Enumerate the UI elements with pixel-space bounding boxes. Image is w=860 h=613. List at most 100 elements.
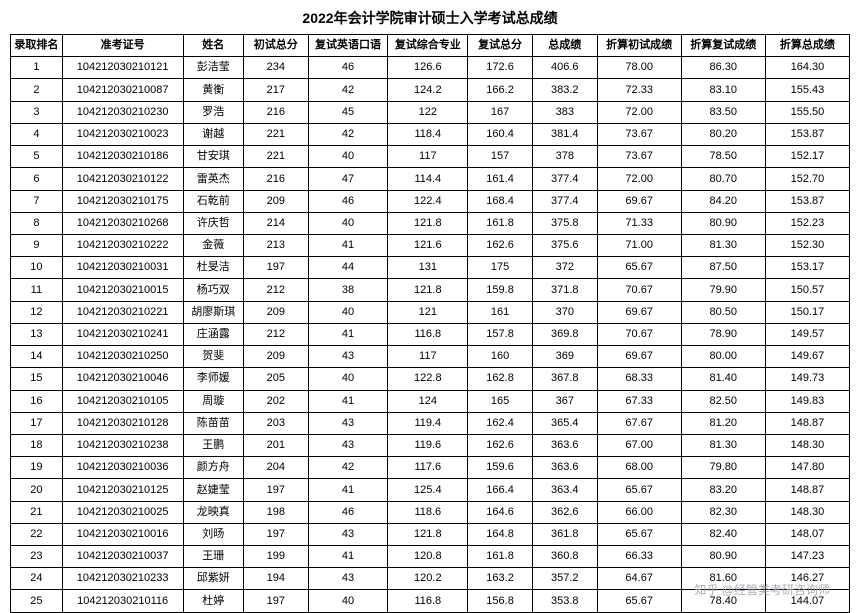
cell-value: 40 [308, 301, 388, 323]
cell-value: 117.6 [388, 457, 468, 479]
cell-name: 谢越 [183, 123, 243, 145]
cell-value: 162.4 [468, 412, 533, 434]
cell-value: 116.8 [388, 323, 468, 345]
col-wtotal: 折算总成绩 [765, 35, 849, 57]
cell-value: 70.67 [597, 323, 681, 345]
cell-value: 126.6 [388, 57, 468, 79]
table-row: 2104212030210087黄衡21742124.2166.2383.272… [11, 79, 850, 101]
cell-name: 石乾前 [183, 190, 243, 212]
cell-value: 82.40 [681, 523, 765, 545]
cell-value: 44 [308, 257, 388, 279]
cell-value: 221 [243, 146, 308, 168]
cell-value: 40 [308, 146, 388, 168]
table-row: 11104212030210015杨巧双21238121.8159.8371.8… [11, 279, 850, 301]
cell-name: 杜旻洁 [183, 257, 243, 279]
col-prelim: 初试总分 [243, 35, 308, 57]
cell-value: 40 [308, 212, 388, 234]
cell-value: 164.8 [468, 523, 533, 545]
cell-value: 144.07 [765, 590, 849, 612]
cell-value: 131 [388, 257, 468, 279]
cell-name: 胡廖斯琪 [183, 301, 243, 323]
cell-value: 41 [308, 390, 388, 412]
cell-examid: 104212030210122 [62, 168, 183, 190]
cell-value: 81.30 [681, 234, 765, 256]
cell-value: 116.8 [388, 590, 468, 612]
cell-value: 152.23 [765, 212, 849, 234]
cell-value: 161 [468, 301, 533, 323]
cell-value: 197 [243, 257, 308, 279]
cell-rank: 6 [11, 168, 63, 190]
table-row: 12104212030210221胡廖斯琪2094012116137069.67… [11, 301, 850, 323]
table-row: 20104212030210125赵婕莹19741125.4166.4363.4… [11, 479, 850, 501]
cell-value: 214 [243, 212, 308, 234]
cell-value: 166.4 [468, 479, 533, 501]
cell-value: 148.87 [765, 412, 849, 434]
cell-value: 357.2 [532, 568, 597, 590]
cell-examid: 104212030210250 [62, 346, 183, 368]
cell-value: 82.50 [681, 390, 765, 412]
cell-value: 41 [308, 323, 388, 345]
cell-name: 周璇 [183, 390, 243, 412]
table-row: 14104212030210250贺斐2094311716036969.6780… [11, 346, 850, 368]
cell-value: 197 [243, 523, 308, 545]
cell-value: 163.2 [468, 568, 533, 590]
cell-value: 209 [243, 346, 308, 368]
cell-name: 彭洁莹 [183, 57, 243, 79]
cell-value: 149.57 [765, 323, 849, 345]
cell-value: 160.4 [468, 123, 533, 145]
cell-value: 120.8 [388, 546, 468, 568]
cell-value: 212 [243, 323, 308, 345]
cell-value: 159.8 [468, 279, 533, 301]
cell-value: 40 [308, 368, 388, 390]
cell-name: 王珊 [183, 546, 243, 568]
cell-examid: 104212030210175 [62, 190, 183, 212]
cell-value: 363.6 [532, 434, 597, 456]
cell-name: 龙映真 [183, 501, 243, 523]
cell-value: 80.00 [681, 346, 765, 368]
cell-value: 122 [388, 101, 468, 123]
cell-value: 147.23 [765, 546, 849, 568]
col-total: 总成绩 [532, 35, 597, 57]
cell-value: 205 [243, 368, 308, 390]
cell-rank: 1 [11, 57, 63, 79]
cell-value: 204 [243, 457, 308, 479]
table-row: 8104212030210268许庆哲21440121.8161.8375.87… [11, 212, 850, 234]
cell-value: 84.20 [681, 190, 765, 212]
cell-examid: 104212030210268 [62, 212, 183, 234]
cell-rank: 14 [11, 346, 63, 368]
cell-value: 164.6 [468, 501, 533, 523]
cell-examid: 104212030210046 [62, 368, 183, 390]
table-row: 7104212030210175石乾前20946122.4168.4377.46… [11, 190, 850, 212]
cell-value: 164.30 [765, 57, 849, 79]
cell-value: 353.8 [532, 590, 597, 612]
cell-value: 406.6 [532, 57, 597, 79]
cell-name: 庄涵露 [183, 323, 243, 345]
cell-value: 153.17 [765, 257, 849, 279]
cell-examid: 104212030210221 [62, 301, 183, 323]
cell-value: 43 [308, 568, 388, 590]
cell-examid: 104212030210015 [62, 279, 183, 301]
cell-value: 377.4 [532, 168, 597, 190]
cell-rank: 15 [11, 368, 63, 390]
cell-name: 甘安琪 [183, 146, 243, 168]
cell-examid: 104212030210036 [62, 457, 183, 479]
cell-rank: 24 [11, 568, 63, 590]
cell-value: 202 [243, 390, 308, 412]
col-wprelim: 折算初试成绩 [597, 35, 681, 57]
cell-value: 45 [308, 101, 388, 123]
col-eng: 复试英语口语 [308, 35, 388, 57]
cell-value: 43 [308, 434, 388, 456]
cell-value: 65.67 [597, 523, 681, 545]
table-header-row: 录取排名 准考证号 姓名 初试总分 复试英语口语 复试综合专业 复试总分 总成绩… [11, 35, 850, 57]
cell-value: 377.4 [532, 190, 597, 212]
cell-value: 166.2 [468, 79, 533, 101]
cell-value: 119.4 [388, 412, 468, 434]
cell-name: 陈苗苗 [183, 412, 243, 434]
cell-examid: 104212030210121 [62, 57, 183, 79]
cell-value: 362.6 [532, 501, 597, 523]
cell-value: 201 [243, 434, 308, 456]
cell-value: 66.00 [597, 501, 681, 523]
table-row: 15104212030210046李师媛20540122.8162.8367.8… [11, 368, 850, 390]
cell-value: 120.2 [388, 568, 468, 590]
cell-examid: 104212030210186 [62, 146, 183, 168]
